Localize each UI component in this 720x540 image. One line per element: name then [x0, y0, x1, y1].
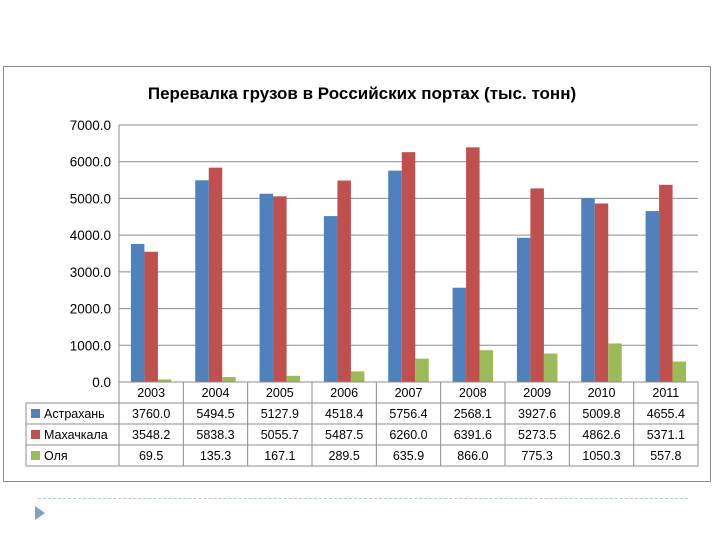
- bar: [144, 251, 158, 382]
- bar: [337, 180, 351, 382]
- bar: [452, 287, 467, 382]
- data-label: 6260.0: [389, 428, 427, 442]
- data-label: 2568.1: [454, 407, 492, 421]
- data-label: 775.3: [522, 449, 553, 463]
- data-label: 866.0: [457, 449, 488, 463]
- data-label: 289.5: [329, 449, 360, 463]
- bar: [130, 243, 145, 382]
- y-axis: 0.0 1000.0 2000.0 3000.0 4000.0 5000.0 6000.0 7…: [70, 118, 120, 390]
- footer-divider: [38, 498, 688, 499]
- data-label: 5273.5: [518, 428, 556, 442]
- y-tick-label: 6000.0: [70, 155, 111, 170]
- x-tick-label: 2004: [202, 386, 230, 400]
- data-label: 3927.6: [518, 407, 556, 421]
- bar: [208, 167, 223, 382]
- x-tick-label: 2009: [523, 386, 551, 400]
- x-tick-label: 2010: [588, 386, 616, 400]
- bar: [350, 371, 365, 382]
- bar-chart: Перевалка грузов в Российских портах (ты…: [25, 84, 699, 467]
- y-tick-label: 1000.0: [70, 338, 111, 353]
- data-label: 3548.2: [132, 428, 170, 442]
- y-tick-label: 0.0: [92, 375, 111, 390]
- bar: [401, 152, 416, 382]
- data-label: 5127.9: [261, 407, 299, 421]
- y-tick-label: 7000.0: [70, 118, 111, 133]
- legend-entry: Махачкала: [44, 428, 108, 442]
- y-tick-label: 2000.0: [70, 302, 111, 317]
- data-label: 6391.6: [454, 428, 492, 442]
- data-label: 5494.5: [196, 407, 234, 421]
- data-label: 4862.6: [582, 428, 620, 442]
- data-label: 5371.1: [647, 428, 685, 442]
- data-label: 557.8: [650, 449, 681, 463]
- bar: [594, 203, 609, 382]
- data-label: 1050.3: [582, 449, 620, 463]
- data-label: 5487.5: [325, 428, 363, 442]
- bar: [273, 196, 287, 382]
- bar: [157, 379, 172, 382]
- data-label: 69.5: [139, 449, 163, 463]
- bars: [130, 147, 687, 382]
- bar: [581, 198, 595, 382]
- legend-swatch: [31, 451, 40, 460]
- bar: [543, 353, 558, 382]
- data-label: 5756.4: [389, 407, 427, 421]
- bar: [659, 184, 673, 382]
- bar: [195, 180, 209, 382]
- data-label: 4518.4: [325, 407, 363, 421]
- bar: [222, 377, 236, 382]
- data-label: 5055.7: [261, 428, 299, 442]
- bar: [672, 361, 687, 382]
- legend-entry: Астрахань: [44, 407, 105, 421]
- legend-entry: Оля: [44, 449, 68, 463]
- x-tick-label: 2008: [459, 386, 487, 400]
- data-label: 5838.3: [196, 428, 234, 442]
- y-tick-label: 3000.0: [70, 265, 111, 280]
- bar: [259, 193, 274, 382]
- data-table: 2003 2004 2005 2006 2007 2008 2009 2010 2011 Астр…: [25, 381, 699, 467]
- data-label: 5009.8: [582, 407, 620, 421]
- chart-frame: Перевалка грузов в Российских портах (ты…: [3, 66, 711, 482]
- x-tick-label: 2006: [330, 386, 358, 400]
- bar: [530, 188, 544, 382]
- bar: [516, 237, 531, 382]
- bar: [415, 358, 429, 382]
- bar: [645, 211, 660, 382]
- data-label: 167.1: [264, 449, 295, 463]
- data-label: 3760.0: [132, 407, 170, 421]
- bullet-arrow-icon: [35, 506, 45, 520]
- bar: [466, 147, 480, 382]
- x-tick-label: 2011: [652, 386, 679, 400]
- bar: [323, 216, 338, 382]
- data-label: 135.3: [200, 449, 231, 463]
- legend-swatch: [31, 409, 40, 418]
- legend-swatch: [31, 430, 40, 439]
- x-tick-label: 2005: [266, 386, 294, 400]
- y-tick-label: 4000.0: [70, 228, 111, 243]
- data-label: 635.9: [393, 449, 424, 463]
- bar: [479, 350, 494, 382]
- chart-title: Перевалка грузов в Российских портах (ты…: [148, 84, 576, 103]
- x-tick-label: 2007: [395, 386, 423, 400]
- bar: [608, 343, 622, 382]
- bar: [286, 375, 301, 382]
- y-tick-label: 5000.0: [70, 191, 111, 206]
- bar: [388, 170, 402, 382]
- data-label: 4655.4: [647, 407, 685, 421]
- x-tick-label: 2003: [137, 386, 165, 400]
